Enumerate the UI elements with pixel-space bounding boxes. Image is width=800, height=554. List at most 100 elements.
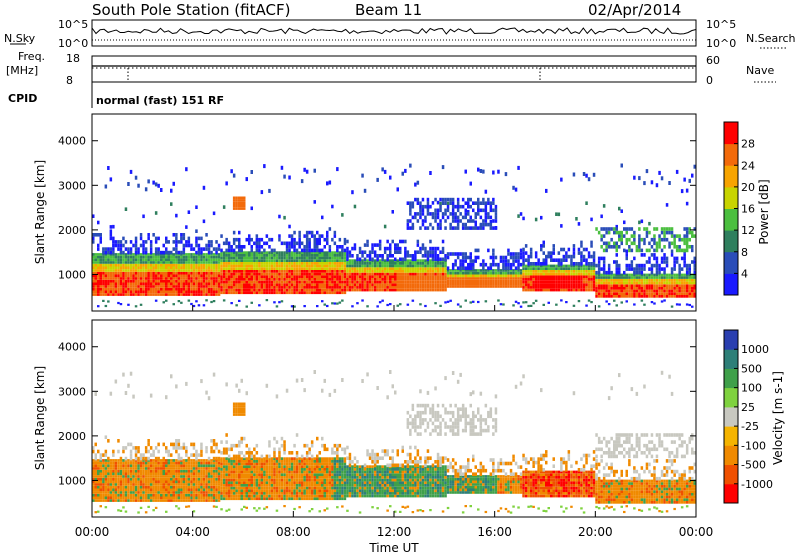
power-cell (613, 295, 616, 298)
power-cell (129, 261, 133, 264)
power-cell (482, 169, 485, 174)
power-cell (283, 278, 286, 281)
power-cell (278, 280, 281, 284)
power-cell (305, 264, 309, 268)
power-cell (275, 267, 279, 270)
velocity-cell (147, 480, 150, 484)
power-cell (285, 267, 289, 270)
power-cell (371, 272, 374, 276)
power-cell (185, 243, 188, 248)
power-cell (552, 280, 555, 284)
velocity-cell (172, 499, 175, 502)
power-cell (487, 197, 490, 202)
power-cell (524, 264, 528, 268)
power-cell (509, 252, 513, 256)
power-cell (542, 286, 545, 289)
velocity-cell (92, 491, 95, 494)
power-cell (313, 262, 316, 265)
power-cell (597, 286, 601, 290)
power-cell (607, 281, 611, 285)
power-cell (162, 243, 165, 248)
velocity-cell (97, 461, 100, 465)
velocity-cell (124, 456, 128, 461)
power-cell (389, 264, 392, 268)
power-cell (580, 267, 583, 270)
power-cell (409, 163, 412, 168)
power-cell (529, 267, 533, 270)
power-cell (429, 262, 432, 265)
power-cell (660, 289, 664, 293)
power-cell (504, 172, 508, 177)
power-cell (225, 237, 228, 242)
power-cell (170, 293, 173, 296)
velocity-cell (129, 464, 133, 468)
velocity-cell (119, 493, 123, 497)
freq-left-tick-bottom: 8 (66, 74, 73, 87)
power-cell (122, 269, 125, 272)
power-cell (250, 267, 253, 270)
power-cell (371, 283, 374, 287)
power-cell (660, 292, 664, 295)
power-cell (134, 261, 138, 264)
power-cell (258, 270, 261, 273)
power-cell (451, 208, 455, 213)
power-cell (565, 258, 568, 262)
power-cell (557, 283, 561, 287)
velocity-cell (132, 469, 135, 473)
power-cell (492, 197, 495, 202)
power-cell (280, 254, 284, 257)
velocity-cell (119, 469, 123, 473)
power-cell (529, 278, 533, 281)
power-cell (527, 267, 530, 270)
power-cell (562, 275, 566, 278)
power-cell (383, 259, 387, 262)
power-cell (278, 286, 281, 289)
power-cell (545, 264, 548, 268)
power-cell (499, 277, 503, 280)
power-cell (595, 270, 598, 275)
power-cell (139, 290, 143, 294)
power-cell (336, 288, 339, 292)
power-cell (134, 293, 138, 296)
power-cell (680, 278, 684, 282)
power-cell (268, 254, 271, 257)
power-cell (328, 267, 332, 270)
velocity-cell (152, 449, 155, 454)
velocity-cell (160, 464, 163, 468)
power-cell (298, 259, 301, 262)
power-cell (205, 271, 208, 275)
velocity-cell (144, 469, 148, 473)
power-cell (424, 246, 427, 251)
power-cell (401, 288, 404, 292)
power-cell (238, 272, 241, 276)
power-cell (122, 274, 125, 278)
power-cell (238, 256, 241, 260)
power-cell (232, 267, 236, 270)
power-cell (446, 197, 450, 202)
power-cell (263, 256, 266, 260)
power-cell (225, 259, 228, 262)
power-cell (160, 274, 163, 278)
velocity-cell (104, 459, 108, 462)
power-cell (650, 295, 654, 298)
power-cell (154, 247, 158, 251)
power-cell (283, 254, 286, 257)
power-cell (633, 273, 636, 277)
power-cell (326, 275, 329, 278)
velocity-cell (104, 491, 108, 494)
power-cell (456, 208, 460, 213)
power-cell (285, 264, 289, 268)
velocity-cell (147, 464, 150, 468)
power-cell (482, 266, 485, 270)
power-cell (323, 254, 326, 257)
power-cell (172, 263, 175, 267)
power-cell (129, 253, 133, 256)
power-cell (321, 275, 324, 278)
power-cell (474, 222, 477, 227)
power-cell (232, 259, 236, 262)
power-cell (323, 267, 326, 270)
power-cell (472, 274, 475, 278)
power-cell (253, 256, 256, 260)
power-cell (605, 284, 608, 287)
power-cell (436, 212, 440, 216)
